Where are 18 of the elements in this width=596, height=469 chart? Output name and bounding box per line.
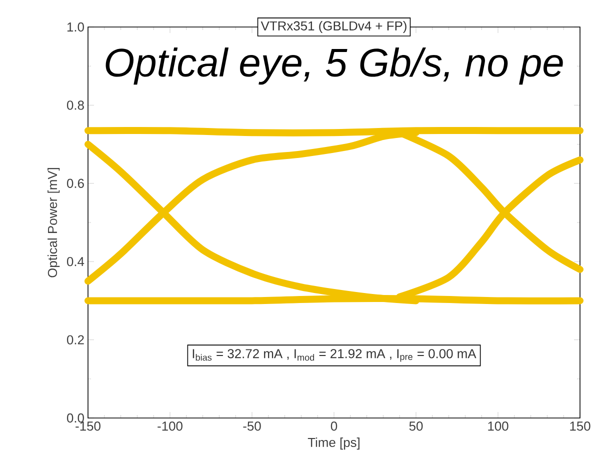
x-tick-label: 0 (330, 422, 338, 431)
x-tick-label: 50 (409, 422, 423, 431)
y-tick-label: 0.6 (66, 178, 84, 188)
y-tick-label: 0.8 (66, 100, 84, 110)
y-tick-label: 0.2 (66, 335, 84, 344)
x-tick-label: -150 (76, 422, 100, 431)
x-axis-title: Time [ps] (308, 438, 360, 450)
y-tick-label: 0.4 (66, 257, 84, 266)
x-tick-label: 100 (488, 422, 508, 431)
chart-subtitle: Optical eye, 5 Gb/s, no pe (106, 48, 563, 85)
y-axis-title: Optical Power [mV] (48, 168, 60, 278)
y-tick-label: 1.0 (67, 22, 84, 32)
x-tick-label: -50 (243, 422, 261, 431)
chart-title: VTRx351 (GBLDv4 + FP) (260, 20, 406, 34)
y-tick-label: 0.0 (66, 413, 84, 423)
x-tick-label: -100 (158, 422, 182, 431)
annotation: I$_{bias}$ = 32.72 mA , I$_{mod}$ = 21.92 mA , I$_{pre}$ = 0.00 mA (192, 349, 476, 362)
x-tick-label: 150 (570, 422, 590, 431)
